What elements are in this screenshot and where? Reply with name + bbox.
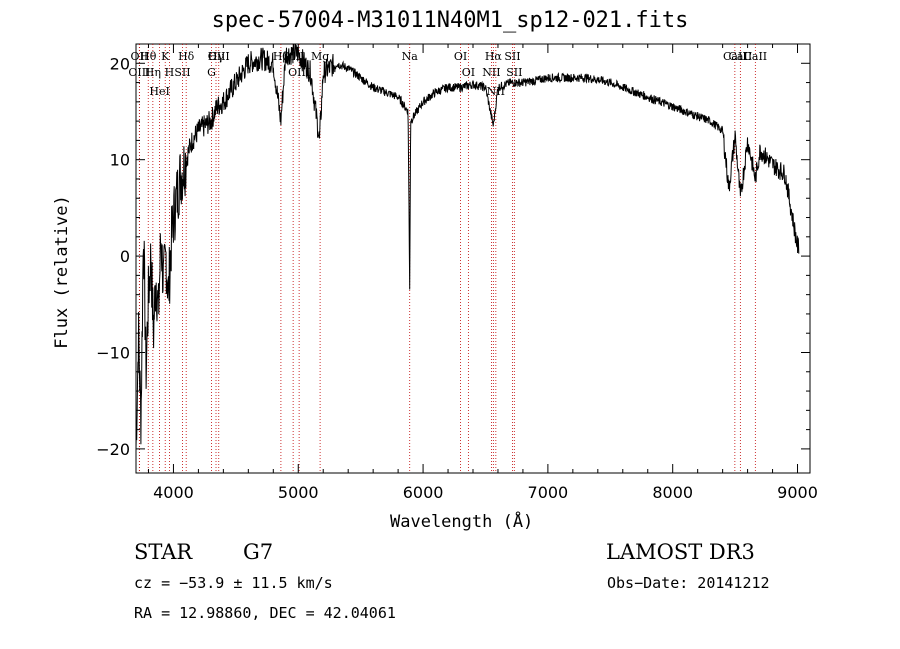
spectral-line-label: H bbox=[165, 66, 175, 79]
spectral-line-label: Hγ bbox=[208, 50, 225, 63]
spectral-line-label: Hη bbox=[145, 66, 161, 79]
spectral-line-label: NII bbox=[482, 66, 500, 79]
y-tick-label: 10 bbox=[110, 151, 130, 170]
x-tick-label: 4000 bbox=[153, 483, 194, 502]
spectral-line-label: Hθ bbox=[140, 50, 157, 63]
spectral-line-label: OIII bbox=[128, 66, 150, 79]
spectral-line-label: Hα bbox=[485, 50, 503, 63]
spectral-line-label: OI bbox=[454, 50, 467, 63]
y-tick-label: −10 bbox=[96, 343, 130, 362]
x-axis-label: Wavelength (Å) bbox=[390, 512, 534, 532]
spectral-line-label: SII bbox=[504, 50, 520, 63]
x-tick-label: 7000 bbox=[528, 483, 569, 502]
spectral-line-label: OIII bbox=[282, 50, 304, 63]
spectral-line-label: OII bbox=[131, 50, 149, 63]
spectral-line-label: OIII bbox=[208, 50, 230, 63]
spectral-line-label: NII bbox=[487, 85, 505, 98]
axis-ticks: 4000 5000 6000 7000 8000 9000 −20 −10 0 10 20 bbox=[96, 44, 818, 502]
x-tick-label: 6000 bbox=[403, 483, 444, 502]
x-tick-label: 9000 bbox=[777, 483, 818, 502]
spectral-line-label: HeI bbox=[149, 85, 169, 98]
spectral-line-label: CaII bbox=[743, 50, 767, 63]
y-axis-label: Flux (relative) bbox=[52, 195, 72, 349]
chart-title: spec-57004-M31011N40M1_sp12-021.fits bbox=[211, 8, 689, 33]
spectral-line-label: OIII bbox=[288, 66, 310, 79]
spectral-line-label: G bbox=[207, 66, 216, 79]
plot-frame bbox=[135, 43, 811, 474]
spectral-line-label: CaII bbox=[723, 50, 747, 63]
spectral-line-label: Na bbox=[402, 50, 419, 63]
spectral-line-label: CaII bbox=[729, 50, 753, 63]
survey-name: LAMOST DR3 bbox=[606, 540, 755, 564]
spectral-line-labels: HθOIIOIIIHηKHeIHHδSIIOIIIHγGHβOIIIOIIIMg… bbox=[128, 50, 767, 98]
spectral-line-label: K bbox=[161, 50, 170, 63]
y-tick-label: −20 bbox=[96, 440, 130, 459]
spectrum-line bbox=[135, 43, 800, 450]
spectral-line-label: OI bbox=[462, 66, 475, 79]
coordinates: RA = 12.98860, DEC = 42.04061 bbox=[134, 604, 396, 622]
redshift-cz: cz = −53.9 ± 11.5 km/s bbox=[134, 574, 333, 592]
x-tick-label: 8000 bbox=[652, 483, 693, 502]
y-tick-label: 0 bbox=[120, 247, 130, 266]
y-tick-label: 20 bbox=[110, 54, 130, 73]
spectral-line-label: Hβ bbox=[273, 50, 289, 63]
spectral-lines bbox=[138, 44, 756, 473]
spectral-line-label: Hδ bbox=[178, 50, 195, 63]
spectral-line-label: SII bbox=[174, 66, 190, 79]
spectral-line-label: Mg bbox=[311, 50, 329, 63]
object-subclass: G7 bbox=[243, 540, 274, 564]
object-class: STAR bbox=[134, 540, 193, 564]
x-tick-label: 5000 bbox=[278, 483, 319, 502]
spectral-line-label: SII bbox=[506, 66, 522, 79]
observation-date: Obs−Date: 20141212 bbox=[607, 574, 770, 592]
